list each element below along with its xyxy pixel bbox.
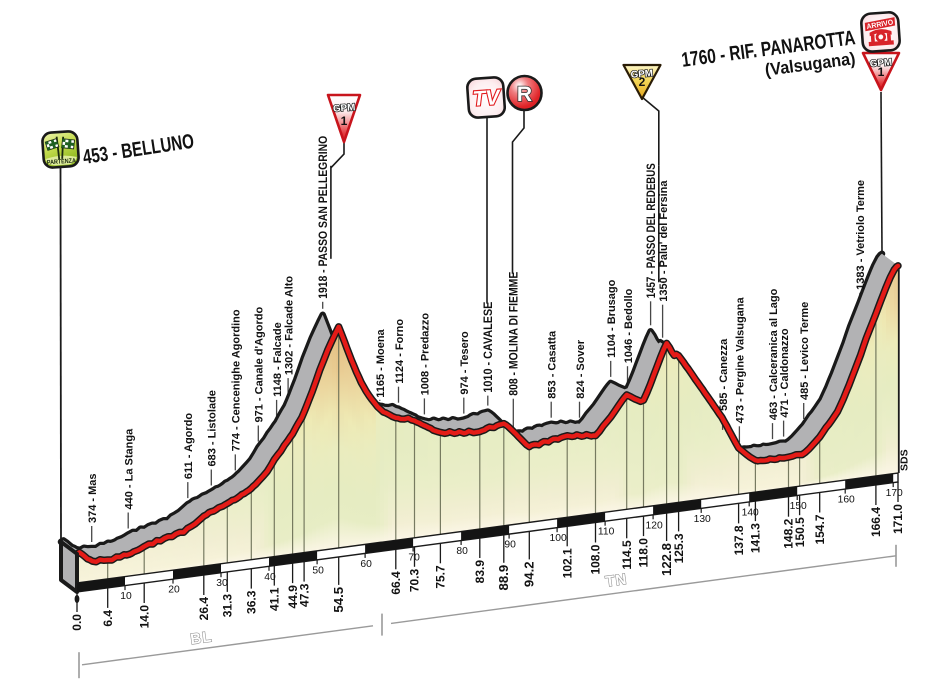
svg-text:60: 60 (360, 559, 372, 570)
svg-text:125.3: 125.3 (672, 533, 686, 563)
svg-text:SDS: SDS (899, 449, 911, 471)
svg-text:66.4: 66.4 (389, 571, 403, 595)
svg-text:1918 - PASSO SAN PELLEGRINO: 1918 - PASSO SAN PELLEGRINO (316, 136, 330, 299)
svg-text:94.2: 94.2 (522, 561, 537, 587)
svg-text:611 - Agordo: 611 - Agordo (183, 413, 195, 479)
svg-text:118.0: 118.0 (637, 538, 651, 568)
svg-text:R: R (517, 83, 532, 106)
svg-text:171.0: 171.0 (891, 504, 905, 534)
svg-text:70.3: 70.3 (408, 568, 422, 592)
svg-text:47.3: 47.3 (297, 583, 311, 607)
svg-text:471 - Caldonazzo: 471 - Caldonazzo (779, 328, 791, 418)
svg-text:114.5: 114.5 (620, 540, 634, 570)
svg-text:BL: BL (189, 628, 213, 648)
svg-text:1104 - Brusago: 1104 - Brusago (606, 279, 618, 358)
svg-text:1: 1 (341, 114, 348, 128)
svg-text:148.2: 148.2 (782, 518, 796, 548)
svg-text:1383 - Vetriolo Terme: 1383 - Vetriolo Terme (855, 180, 867, 290)
svg-text:971 - Canale d'Agordo: 971 - Canale d'Agordo (254, 307, 266, 423)
svg-text:1350 - Palu' del Fersina: 1350 - Palu' del Fersina (658, 180, 670, 302)
svg-text:130: 130 (694, 514, 711, 525)
svg-text:1148 - Falcade: 1148 - Falcade (272, 322, 284, 397)
svg-text:473 - Pergine Valsugana: 473 - Pergine Valsugana (735, 296, 747, 423)
svg-text:44.9: 44.9 (286, 585, 300, 609)
svg-text:440 - La Stanga: 440 - La Stanga (124, 428, 136, 510)
svg-text:100: 100 (550, 533, 567, 544)
svg-text:166.4: 166.4 (869, 507, 883, 537)
svg-text:150.5: 150.5 (793, 517, 807, 547)
svg-text:83.9: 83.9 (473, 560, 487, 584)
svg-text:80: 80 (456, 546, 468, 557)
svg-text:54.5: 54.5 (331, 587, 346, 613)
svg-text:140: 140 (742, 507, 759, 518)
svg-text:88.9: 88.9 (496, 565, 511, 591)
svg-text:485 - Levico Terme: 485 - Levico Terme (799, 302, 811, 400)
svg-text:1008 - Predazzo: 1008 - Predazzo (420, 313, 432, 396)
svg-text:102.1: 102.1 (560, 548, 574, 578)
svg-text:463 - Calceranica al Lago: 463 - Calceranica al Lago (768, 288, 780, 420)
svg-text:122.8: 122.8 (659, 543, 674, 576)
svg-text:1: 1 (878, 65, 885, 79)
svg-text:GPM: GPM (630, 68, 653, 81)
svg-text:137.8: 137.8 (732, 525, 746, 555)
svg-text:110: 110 (598, 527, 615, 538)
svg-text:585 - Canezza: 585 - Canezza (718, 338, 730, 411)
svg-text:808 - MOLINA DI FIEMME: 808 - MOLINA DI FIEMME (507, 272, 521, 396)
svg-text:853 - Casatta: 853 - Casatta (547, 330, 559, 399)
svg-text:50: 50 (312, 565, 324, 576)
svg-text:683 - Listolade: 683 - Listolade (207, 390, 219, 466)
svg-text:1010 - CAVALESE: 1010 - CAVALESE (481, 302, 495, 393)
svg-text:90: 90 (504, 540, 516, 551)
svg-text:6.4: 6.4 (101, 610, 115, 627)
svg-text:453 - BELLUNO: 453 - BELLUNO (81, 130, 195, 169)
svg-text:1457 - PASSO DEL REDEBUS: 1457 - PASSO DEL REDEBUS (644, 163, 658, 298)
svg-text:40: 40 (264, 572, 276, 583)
svg-text:154.7: 154.7 (813, 514, 827, 544)
svg-text:1302 - Falcade Alto: 1302 - Falcade Alto (283, 276, 295, 376)
svg-text:774 - Cencenighe Agordino: 774 - Cencenighe Agordino (231, 309, 243, 451)
svg-text:0.0: 0.0 (70, 614, 84, 631)
svg-text:10: 10 (120, 591, 132, 602)
svg-text:30: 30 (216, 578, 228, 589)
svg-text:824 - Sover: 824 - Sover (575, 339, 587, 398)
svg-text:20: 20 (168, 585, 180, 596)
svg-text:108.0: 108.0 (589, 544, 603, 574)
svg-text:TN: TN (604, 571, 628, 591)
svg-text:141.3: 141.3 (749, 523, 763, 553)
svg-text:160: 160 (838, 495, 855, 506)
svg-text:14.0: 14.0 (137, 605, 151, 629)
svg-text:2: 2 (639, 75, 646, 89)
svg-text:1046 - Bedollo: 1046 - Bedollo (623, 288, 635, 363)
svg-text:974 - Tesero: 974 - Tesero (459, 331, 471, 395)
svg-text:26.4: 26.4 (197, 597, 211, 621)
svg-text:75.7: 75.7 (434, 565, 448, 589)
svg-text:TV: TV (472, 86, 502, 111)
svg-text:36.3: 36.3 (245, 590, 259, 614)
svg-text:GPM: GPM (333, 102, 356, 115)
svg-text:150: 150 (790, 501, 807, 512)
svg-text:170: 170 (886, 488, 903, 499)
svg-text:1165 - Moena: 1165 - Moena (375, 328, 387, 397)
svg-text:PARTENZA: PARTENZA (47, 157, 77, 166)
svg-text:31.3: 31.3 (221, 594, 235, 618)
svg-text:GPM: GPM (869, 57, 892, 70)
svg-text:120: 120 (646, 520, 663, 531)
svg-text:374 - Mas: 374 - Mas (87, 473, 99, 523)
svg-text:1124 - Forno: 1124 - Forno (394, 319, 406, 384)
svg-text:41.1: 41.1 (268, 587, 282, 611)
